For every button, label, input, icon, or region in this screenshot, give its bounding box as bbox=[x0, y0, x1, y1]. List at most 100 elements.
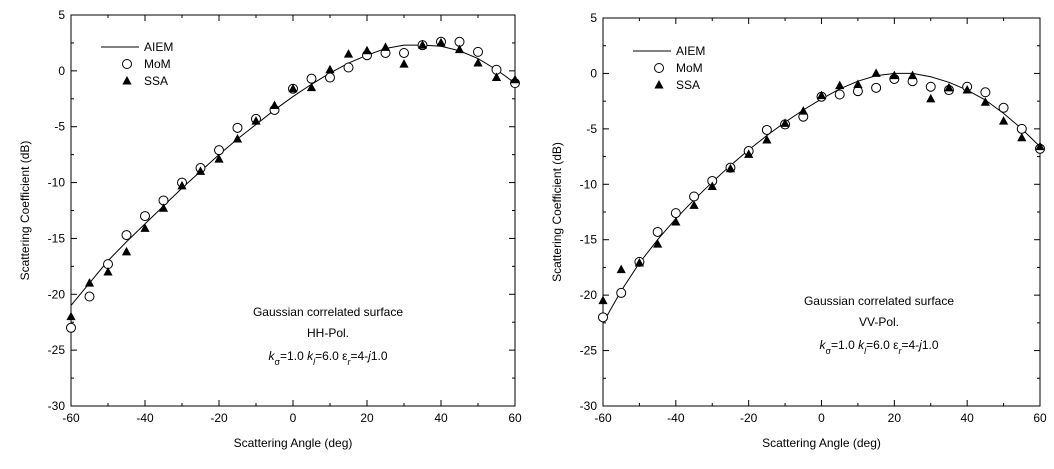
annotation-param-part: =4- bbox=[350, 349, 368, 363]
series-group bbox=[66, 36, 520, 333]
legend-label: SSA bbox=[676, 78, 700, 92]
point-mom bbox=[140, 211, 150, 222]
point-ssa bbox=[417, 40, 428, 49]
point-ssa bbox=[1017, 132, 1027, 142]
point-ssa bbox=[780, 118, 790, 127]
point-ssa bbox=[288, 83, 298, 93]
y-tick-label: -15 bbox=[48, 231, 66, 245]
point-ssa bbox=[103, 266, 113, 276]
point-ssa bbox=[889, 70, 899, 80]
point-ssa bbox=[399, 59, 409, 68]
x-tick-label: 60 bbox=[508, 411, 522, 425]
y-axis-label: Scattering Coefficient (dB) bbox=[18, 141, 32, 281]
chart-panel-hh: -60 -40 -20 0 20 40 60 5 0 -5 -10 -15 -20 -25 -30 Scatt… bbox=[0, 0, 527, 464]
point-mom bbox=[670, 208, 681, 219]
legend-label: MoM bbox=[144, 57, 171, 71]
y-tick-label: -10 bbox=[580, 177, 598, 191]
point-ssa bbox=[907, 70, 918, 80]
y-tick-label: -25 bbox=[580, 344, 598, 358]
annotation-param-part: k bbox=[858, 338, 865, 352]
point-ssa bbox=[177, 180, 187, 190]
x-tick-label: -20 bbox=[740, 411, 758, 425]
point-ssa bbox=[598, 295, 608, 305]
point-mom bbox=[834, 89, 845, 100]
point-mom bbox=[616, 287, 627, 298]
point-ssa bbox=[762, 134, 772, 144]
legend-swatch-ssa bbox=[654, 80, 664, 89]
annotation-surface: Gaussian correlated surface bbox=[804, 294, 954, 308]
point-mom bbox=[214, 145, 224, 156]
point-mom bbox=[652, 226, 663, 237]
series-group bbox=[598, 68, 1045, 324]
point-ssa bbox=[744, 149, 754, 158]
point-mom bbox=[325, 72, 335, 83]
point-ssa bbox=[195, 166, 206, 175]
point-ssa bbox=[121, 246, 132, 256]
x-tick-label: -20 bbox=[210, 411, 228, 425]
legend-swatch-mom bbox=[122, 59, 132, 69]
point-ssa bbox=[214, 154, 224, 163]
point-mom bbox=[1016, 123, 1027, 134]
legend-label: SSA bbox=[144, 74, 168, 88]
annotation-param-part: j bbox=[366, 349, 371, 363]
annotation-param-part: σ bbox=[274, 357, 280, 367]
legend-swatch-ssa bbox=[122, 76, 132, 85]
point-ssa bbox=[436, 37, 446, 47]
x-tick-label: 40 bbox=[434, 411, 448, 425]
y-tick-label: -25 bbox=[48, 343, 66, 357]
y-tick-label: 0 bbox=[590, 66, 597, 80]
annotation-param-part: 1.0 bbox=[922, 338, 939, 352]
point-ssa bbox=[634, 257, 645, 267]
x-tick-label: -60 bbox=[62, 411, 80, 425]
annotation-parameters: kσ=1.0 kl=6.0 εr=4-j1.0 bbox=[268, 349, 387, 367]
annotation-surface: Gaussian correlated surface bbox=[253, 305, 403, 319]
x-tick-label: 0 bbox=[818, 411, 825, 425]
point-ssa bbox=[689, 200, 699, 209]
point-mom bbox=[66, 322, 76, 333]
annotation-polarization: VV-Pol. bbox=[859, 315, 899, 329]
point-ssa bbox=[816, 90, 827, 100]
chart-vv-pol: -60 -40 -20 0 20 40 60 5 0 -5 -10 -15 -20 -25 -30 Scatt… bbox=[550, 11, 1047, 450]
y-tick-label: 5 bbox=[58, 8, 65, 22]
chart-panel-vv: -60 -40 -20 0 20 40 60 5 0 -5 -10 -15 -20 -25 -30 Scatt… bbox=[527, 0, 1054, 464]
x-axis-label: Scattering Angle (deg) bbox=[234, 436, 353, 450]
annotation-param-part: k bbox=[307, 349, 314, 363]
x-tick-label: 60 bbox=[1033, 411, 1047, 425]
point-ssa bbox=[725, 163, 736, 173]
point-ssa bbox=[671, 216, 681, 226]
point-ssa bbox=[84, 278, 95, 287]
legend-swatch-mom bbox=[654, 63, 664, 73]
point-ssa bbox=[616, 264, 626, 274]
y-tick-label: -30 bbox=[580, 399, 598, 413]
legend: AIEM MoM SSA bbox=[101, 40, 173, 88]
annotation: Gaussian correlated surfaceHH-Pol.kσ=1.0… bbox=[253, 305, 403, 367]
y-tick-label: -5 bbox=[586, 122, 597, 136]
point-ssa bbox=[343, 49, 354, 58]
y-tick-label: -20 bbox=[580, 288, 598, 302]
annotation-param-part: =4- bbox=[901, 338, 919, 352]
point-ssa bbox=[926, 93, 936, 103]
x-tick-label: 20 bbox=[888, 411, 902, 425]
point-ssa bbox=[998, 116, 1009, 125]
point-ssa bbox=[962, 85, 972, 94]
annotation-param-part: =1.0 bbox=[831, 338, 858, 352]
annotation-polarization: HH-Pol. bbox=[307, 326, 349, 340]
y-tick-label: -10 bbox=[48, 176, 66, 190]
point-ssa bbox=[707, 181, 717, 191]
annotation-param-part: l bbox=[864, 346, 867, 356]
point-ssa bbox=[491, 72, 502, 82]
point-ssa bbox=[473, 58, 483, 67]
point-mom bbox=[473, 46, 483, 57]
point-mom bbox=[998, 102, 1009, 113]
y-axis-label: Scattering Coefficient (dB) bbox=[550, 142, 564, 282]
annotation-param-part: =6.0 ε bbox=[315, 349, 348, 363]
x-tick-label: 40 bbox=[960, 411, 974, 425]
point-ssa bbox=[325, 64, 335, 74]
point-ssa bbox=[1035, 141, 1045, 151]
point-mom bbox=[343, 62, 354, 73]
x-tick-label: 0 bbox=[290, 411, 297, 425]
legend-label: AIEM bbox=[676, 44, 705, 58]
annotation-param-part: =6.0 ε bbox=[866, 338, 899, 352]
x-tick-label: -40 bbox=[136, 411, 154, 425]
point-mom bbox=[852, 86, 863, 97]
